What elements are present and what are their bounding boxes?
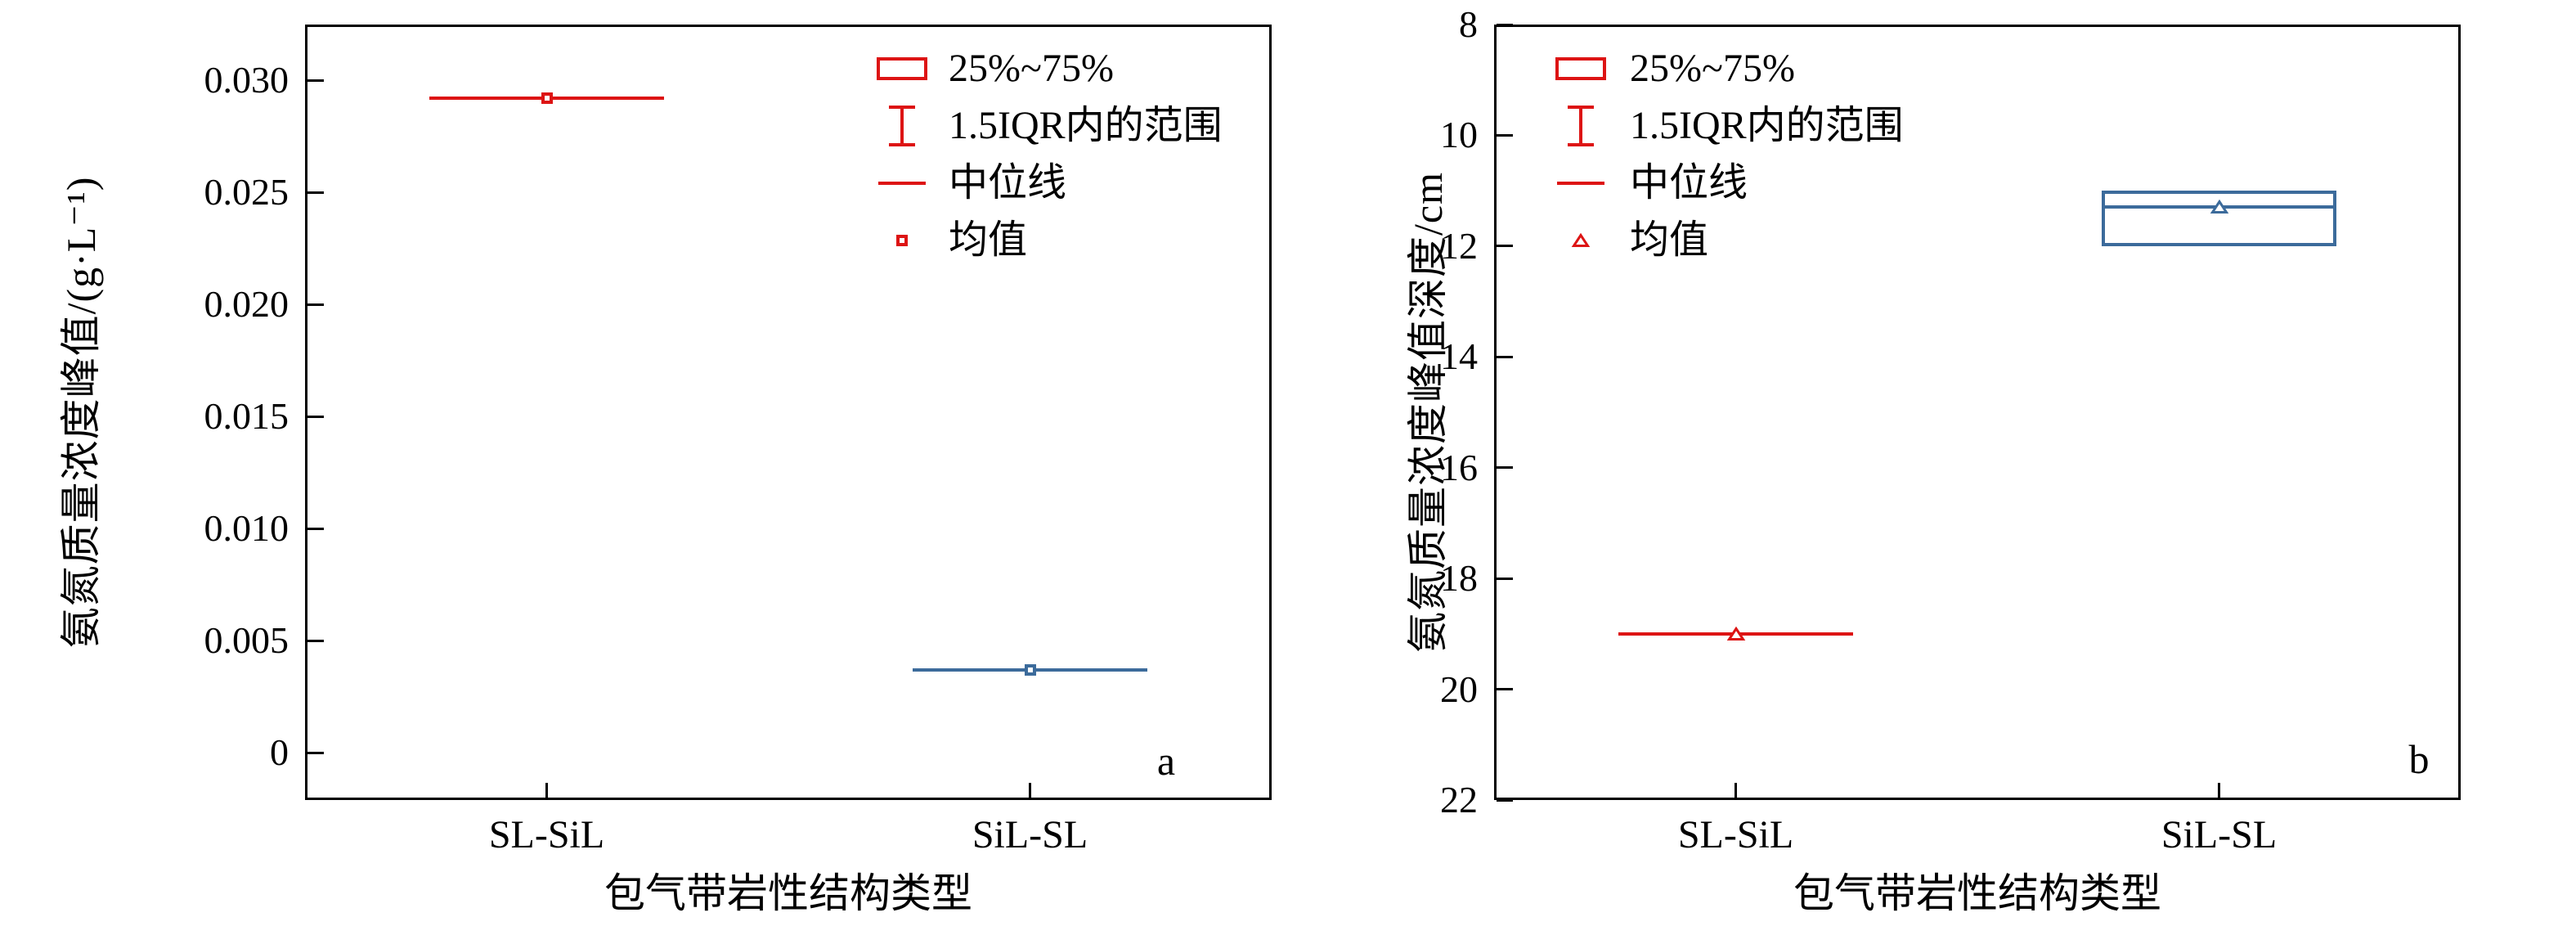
y-tick	[1497, 798, 1513, 802]
y-tick	[1497, 466, 1513, 470]
y-tick-label: 0.020	[204, 283, 289, 326]
x-tick-label: SiL-SL	[2161, 813, 2278, 856]
y-tick	[307, 639, 324, 642]
legend-label: 25%~75%	[1630, 47, 1795, 90]
legend-median-line-symbol	[1557, 182, 1604, 185]
legend-whisker-symbol	[889, 106, 915, 146]
legend-label: 中位线	[949, 161, 1067, 205]
y-tick-label: 12	[1440, 224, 1478, 267]
legend-label: 均值	[949, 218, 1028, 262]
x-tick-label: SL-SiL	[488, 813, 605, 856]
y-tick	[1497, 355, 1513, 358]
x-axis-title-b: 包气带岩性结构类型	[1793, 870, 2161, 916]
legend-label: 中位线	[1630, 161, 1748, 205]
x-axis-title-a: 包气带岩性结构类型	[604, 870, 972, 916]
y-tick	[1497, 23, 1513, 26]
y-tick	[1497, 133, 1513, 137]
plot-area-b	[1494, 25, 2461, 800]
y-tick-label: 0	[270, 731, 289, 774]
y-tick-label: 0.015	[204, 395, 289, 438]
y-tick-label: 16	[1440, 446, 1478, 488]
mean-triangle-shape	[1571, 232, 1591, 247]
legend-box-outline-symbol	[877, 57, 927, 80]
mean-marker	[541, 92, 553, 105]
panel-letter-b: b	[2408, 736, 2430, 782]
legend-median-line-symbol	[878, 182, 926, 185]
mean-marker	[1726, 626, 1745, 641]
legend-whisker-symbol	[1568, 106, 1594, 146]
legend-label: 均值	[1630, 218, 1709, 262]
plot-area-a	[305, 25, 1272, 800]
y-tick-label: 0.005	[204, 619, 289, 662]
y-tick	[1497, 688, 1513, 691]
y-tick-label: 10	[1440, 114, 1478, 156]
legend-mean-marker-symbol	[896, 235, 908, 246]
x-tick	[1029, 783, 1031, 798]
mean-triangle-shape	[2210, 200, 2228, 214]
box-iqr-rect	[2102, 191, 2336, 246]
y-tick-label: 0.030	[204, 59, 289, 101]
x-tick-label: SiL-SL	[972, 813, 1088, 856]
panel-letter-a: a	[1156, 738, 1176, 784]
y-tick	[307, 303, 324, 306]
y-tick-label: 8	[1459, 3, 1478, 45]
x-tick	[2218, 783, 2220, 798]
y-tick-label: 14	[1440, 335, 1478, 378]
y-tick	[1497, 577, 1513, 580]
legend-label: 1.5IQR内的范围	[949, 104, 1223, 147]
x-tick-label: SL-SiL	[1677, 813, 1794, 856]
y-tick-label: 0.025	[204, 171, 289, 214]
mean-marker	[2210, 200, 2228, 214]
y-tick	[307, 79, 324, 82]
y-tick-label: 18	[1440, 557, 1478, 600]
legend-label: 1.5IQR内的范围	[1630, 104, 1904, 147]
mean-triangle-shape	[1726, 626, 1745, 641]
x-tick	[1735, 783, 1737, 798]
y-tick	[307, 191, 324, 194]
y-tick-label: 20	[1440, 668, 1478, 710]
legend-box-outline-symbol	[1555, 57, 1606, 80]
y-tick	[307, 415, 324, 418]
y-tick	[1497, 245, 1513, 248]
mean-marker	[1024, 664, 1036, 677]
legend-label: 25%~75%	[949, 47, 1114, 90]
y-tick-label: 22	[1440, 779, 1478, 820]
y-tick-label: 0.010	[204, 507, 289, 550]
legend-mean-marker-symbol	[1571, 232, 1591, 247]
y-tick	[307, 751, 324, 754]
x-tick	[545, 783, 548, 798]
y-tick	[307, 527, 324, 530]
